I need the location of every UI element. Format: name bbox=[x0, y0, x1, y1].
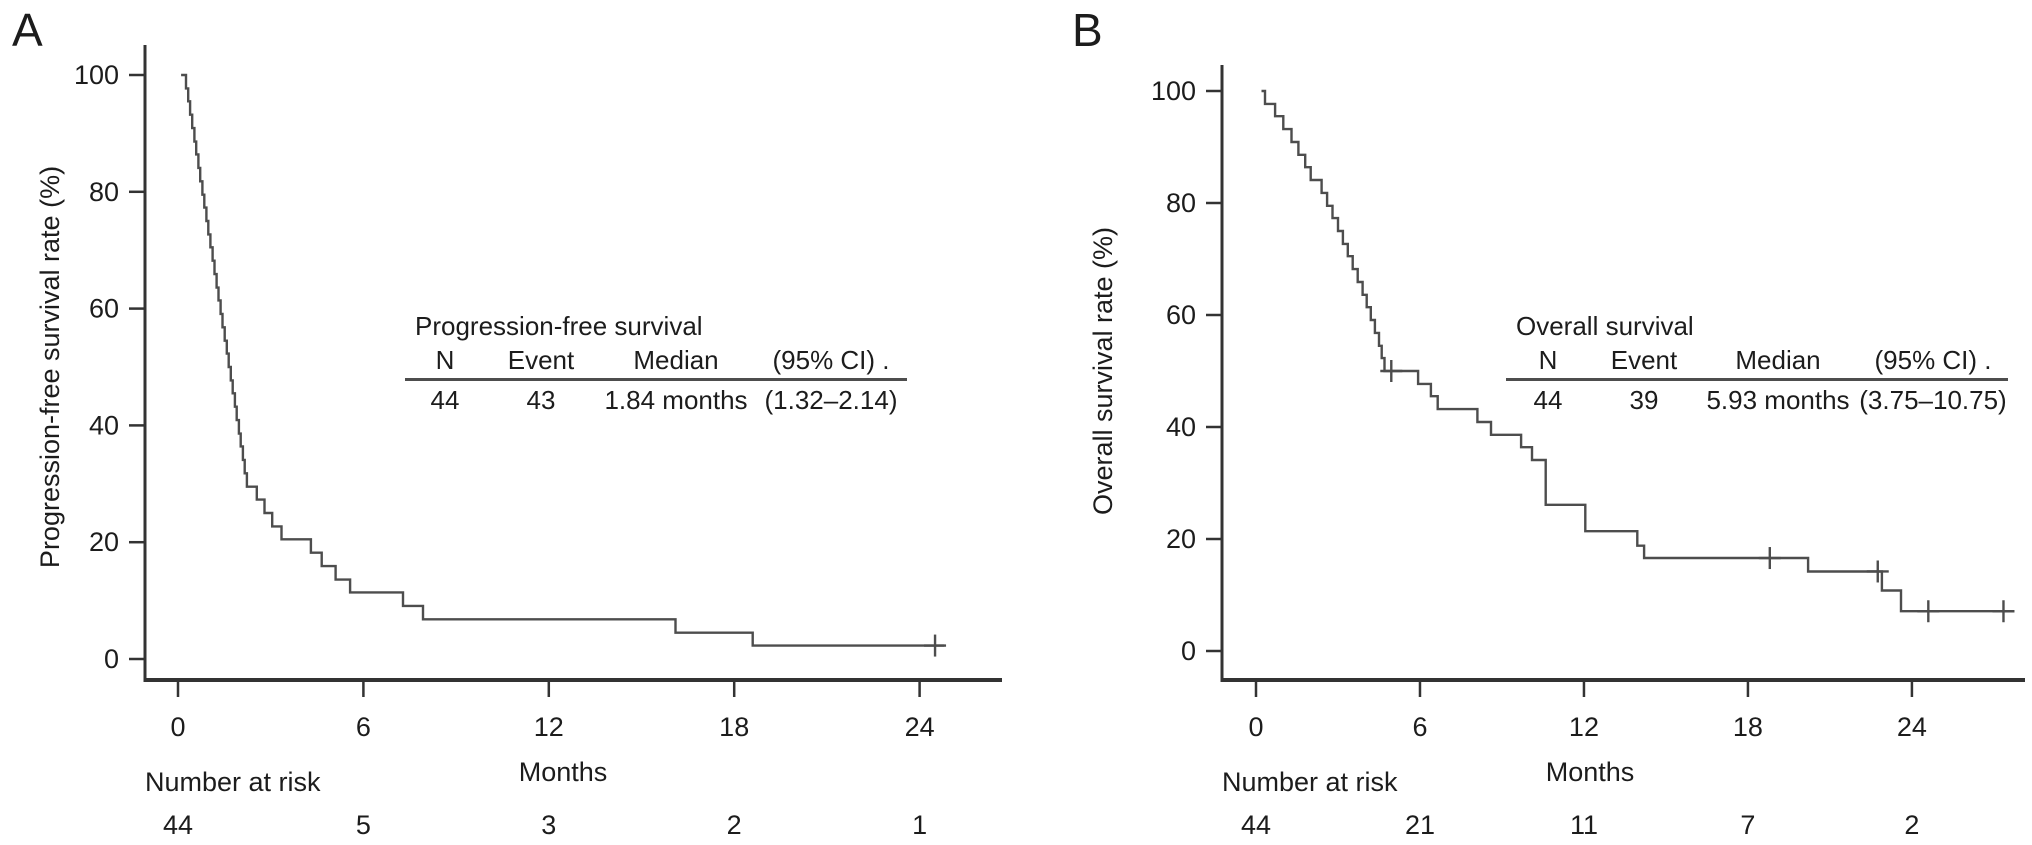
pfs-table-header-row: N Event Median (95% CI) . bbox=[405, 343, 907, 377]
os-value-ci: (3.75–10.75) bbox=[1859, 385, 2007, 415]
pfs-y-tick-label: 80 bbox=[89, 177, 119, 207]
os-x-tick-label: 6 bbox=[1412, 712, 1427, 742]
pfs-value-event: 43 bbox=[526, 385, 556, 415]
pfs-table-rule bbox=[405, 378, 907, 381]
os-header-median: Median bbox=[1735, 345, 1821, 375]
pfs-table-data-row: 44 43 1.84 months (1.32–2.14) bbox=[405, 383, 907, 417]
os-value-median: 5.93 months bbox=[1706, 385, 1850, 415]
os-number-at-risk-label: Number at risk bbox=[1222, 767, 1398, 797]
pfs-number-at-risk-count: 5 bbox=[356, 810, 371, 840]
os-header-n: N bbox=[1538, 345, 1558, 375]
panel-a bbox=[129, 45, 1002, 697]
pfs-survival-curve-path bbox=[181, 73, 945, 647]
pfs-x-tick-label: 12 bbox=[534, 712, 564, 742]
panel-b bbox=[1206, 65, 2025, 697]
pfs-x-tick-label: 24 bbox=[905, 712, 935, 742]
pfs-value-ci: (1.32–2.14) bbox=[764, 385, 898, 415]
pfs-x-tick-label: 0 bbox=[170, 712, 185, 742]
os-x-tick-label: 24 bbox=[1897, 712, 1927, 742]
pfs-header-median: Median bbox=[633, 345, 719, 375]
os-summary-table: Overall survival N Event Median (95% CI)… bbox=[1506, 309, 2008, 417]
os-header-event: Event bbox=[1610, 345, 1678, 375]
os-value-event: 39 bbox=[1629, 385, 1659, 415]
pfs-y-tick-label: 20 bbox=[89, 527, 119, 557]
os-survival-curve-path bbox=[1261, 89, 2013, 613]
pfs-header-ci: (95% CI) . bbox=[772, 345, 890, 375]
os-y-tick-label: 0 bbox=[1181, 636, 1196, 666]
os-table-title: Overall survival bbox=[1516, 311, 1694, 341]
pfs-y-tick-label: 0 bbox=[104, 644, 119, 674]
os-table-rule bbox=[1506, 378, 2008, 381]
os-y-axis-title: Overall survival rate (%) bbox=[1088, 227, 1118, 515]
pfs-y-tick-label: 100 bbox=[74, 60, 119, 90]
pfs-table-title: Progression-free survival bbox=[415, 311, 703, 341]
panel-label-a: A bbox=[12, 4, 43, 56]
os-x-tick-label: 12 bbox=[1569, 712, 1599, 742]
os-y-tick-label: 40 bbox=[1166, 412, 1196, 442]
os-x-axis-title: Months bbox=[1546, 757, 1635, 787]
pfs-number-at-risk-label: Number at risk bbox=[145, 767, 321, 797]
pfs-number-at-risk-count: 1 bbox=[912, 810, 927, 840]
os-x-tick-label: 18 bbox=[1733, 712, 1763, 742]
pfs-value-n: 44 bbox=[430, 385, 460, 415]
pfs-number-at-risk-count: 44 bbox=[163, 810, 193, 840]
os-table-header-row: N Event Median (95% CI) . bbox=[1506, 343, 2008, 377]
os-x-tick-label: 0 bbox=[1248, 712, 1263, 742]
pfs-value-median: 1.84 months bbox=[604, 385, 748, 415]
pfs-number-at-risk-count: 2 bbox=[727, 810, 742, 840]
os-header-ci: (95% CI) . bbox=[1874, 345, 1992, 375]
pfs-header-n: N bbox=[435, 345, 455, 375]
os-number-at-risk-count: 21 bbox=[1405, 810, 1435, 840]
pfs-x-tick-label: 6 bbox=[356, 712, 371, 742]
pfs-y-tick-label: 40 bbox=[89, 410, 119, 440]
os-y-tick-label: 100 bbox=[1151, 76, 1196, 106]
pfs-x-tick-label: 18 bbox=[719, 712, 749, 742]
os-y-tick-label: 60 bbox=[1166, 300, 1196, 330]
pfs-number-at-risk-count: 3 bbox=[541, 810, 556, 840]
pfs-x-axis-title: Months bbox=[519, 757, 608, 787]
pfs-header-event: Event bbox=[507, 345, 575, 375]
os-number-at-risk-count: 2 bbox=[1904, 810, 1919, 840]
os-number-at-risk-count: 44 bbox=[1241, 810, 1271, 840]
panel-label-b: B bbox=[1072, 4, 1103, 56]
pfs-y-tick-label: 60 bbox=[89, 294, 119, 324]
pfs-summary-table: Progression-free survival N Event Median… bbox=[405, 309, 907, 417]
os-number-at-risk-count: 7 bbox=[1740, 810, 1755, 840]
os-y-tick-label: 80 bbox=[1166, 188, 1196, 218]
os-table-data-row: 44 39 5.93 months (3.75–10.75) bbox=[1506, 383, 2008, 417]
pfs-y-axis-title: Progression-free survival rate (%) bbox=[35, 166, 65, 568]
os-value-n: 44 bbox=[1533, 385, 1563, 415]
os-number-at-risk-count: 11 bbox=[1570, 810, 1598, 840]
os-y-tick-label: 20 bbox=[1166, 524, 1196, 554]
